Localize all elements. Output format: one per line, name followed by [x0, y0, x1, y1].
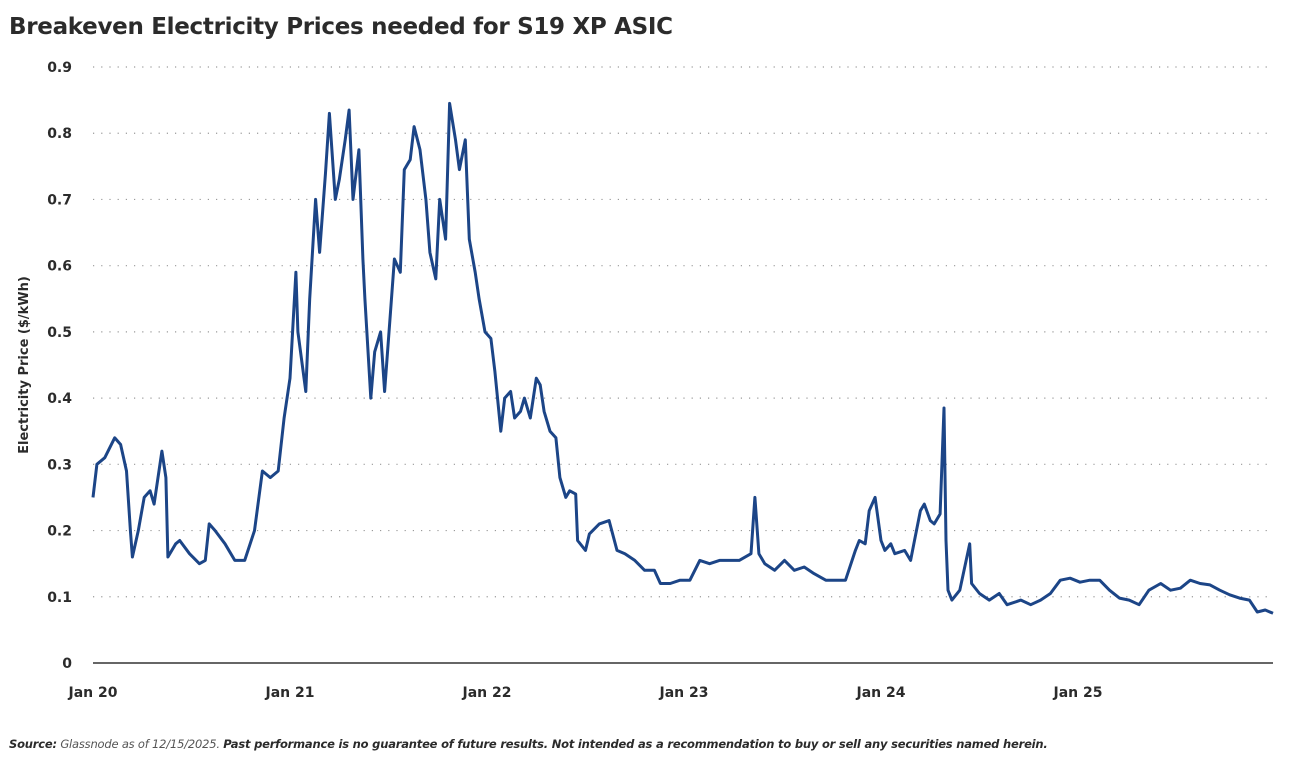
chart-title: Breakeven Electricity Prices needed for … [9, 14, 673, 40]
y-tick-label: 0.6 [47, 259, 72, 275]
y-tick-label: 0.2 [47, 524, 72, 540]
x-tick-label: Jan 20 [68, 685, 118, 701]
y-tick-label: 0.7 [47, 192, 72, 208]
y-tick-label: 0.3 [47, 457, 72, 473]
y-axis-label: Electricity Price ($/kWh) [17, 276, 32, 454]
y-tick-label: 0.9 [47, 60, 72, 76]
y-axis-ticks: 0 0.1 0.2 0.3 0.4 0.5 0.6 0.7 0.8 0.9 [47, 60, 72, 672]
x-tick-label: Jan 21 [265, 685, 315, 701]
y-tick-label: 0.8 [47, 126, 72, 142]
source-text: Glassnode as of 12/15/2025. [60, 737, 220, 751]
series-points [92, 103, 1274, 614]
x-tick-label: Jan 22 [462, 685, 512, 701]
footer: Source: Glassnode as of 12/15/2025. Past… [9, 737, 1048, 751]
y-tick-label: 0 [62, 656, 72, 672]
x-tick-label: Jan 23 [659, 685, 709, 701]
disclaimer: Past performance is no guarantee of futu… [223, 737, 1048, 751]
y-tick-label: 0.5 [47, 325, 72, 341]
y-tick-label: 0.1 [47, 590, 72, 606]
x-tick-label: Jan 24 [856, 685, 906, 701]
x-axis-ticks: Jan 20 Jan 21 Jan 22 Jan 23 Jan 24 Jan 25 [68, 685, 1103, 701]
y-tick-label: 0.4 [47, 391, 72, 407]
series-line [91, 101, 1274, 615]
source-label: Source: [9, 737, 57, 751]
gridlines [93, 66, 1273, 598]
x-tick-label: Jan 25 [1053, 685, 1103, 701]
